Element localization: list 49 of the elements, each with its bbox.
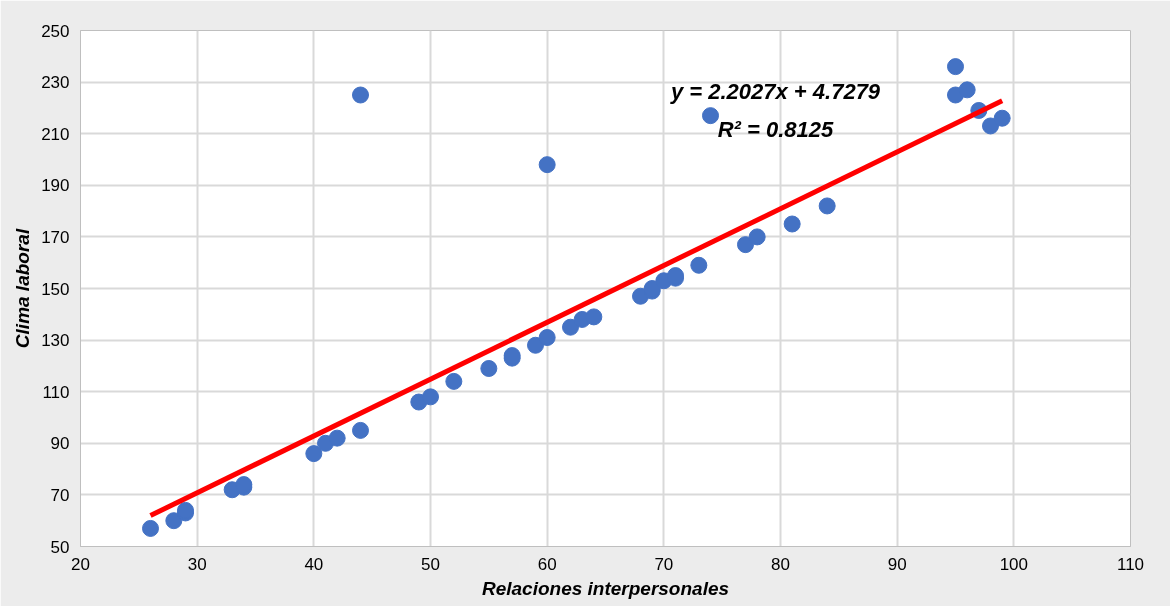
- point: [737, 236, 754, 254]
- y-tick-label: 250: [41, 21, 70, 41]
- point: [585, 308, 603, 326]
- point: [818, 197, 836, 215]
- point: [527, 336, 544, 354]
- x-tick-label: 50: [421, 554, 440, 574]
- point: [538, 329, 556, 346]
- point: [690, 256, 708, 274]
- y-tick-label: 50: [50, 537, 70, 557]
- x-tick-label: 100: [999, 554, 1029, 574]
- y-tick-label: 90: [50, 434, 70, 454]
- point: [165, 512, 183, 530]
- point: [562, 318, 579, 336]
- x-tick-label: 30: [187, 554, 207, 574]
- y-tick-label: 70: [50, 485, 70, 505]
- annotation: y = 2.2027x + 4.7279: [669, 79, 881, 104]
- y-tick-label: 110: [42, 382, 70, 402]
- point: [538, 156, 556, 174]
- y-tick-label: 130: [41, 331, 70, 351]
- point: [783, 215, 801, 233]
- point: [305, 445, 323, 463]
- x-tick-label: 70: [654, 554, 674, 574]
- point: [422, 388, 439, 406]
- x-tick-label: 90: [887, 554, 907, 574]
- point: [352, 421, 369, 439]
- point: [748, 228, 766, 246]
- point: [352, 86, 369, 104]
- point: [702, 107, 719, 125]
- x-tick-label: 110: [1116, 554, 1145, 574]
- y-tick-label: 210: [41, 124, 70, 144]
- y-tick-label: 170: [41, 227, 70, 247]
- point: [480, 360, 498, 377]
- point: [445, 372, 463, 390]
- point: [142, 519, 159, 537]
- x-tick-label: 60: [537, 554, 557, 574]
- x-axis-title: Relaciones interpersonales: [481, 577, 730, 599]
- point: [958, 81, 976, 99]
- x-tick-label: 20: [71, 554, 90, 574]
- x-tick-label: 80: [771, 554, 790, 574]
- annotation: R² = 0.8125: [717, 117, 835, 142]
- y-axis-title: Clima laboral: [12, 228, 34, 349]
- point: [982, 117, 999, 135]
- x-tick-label: 40: [304, 554, 324, 574]
- point: [993, 109, 1011, 127]
- y-tick-label: 150: [41, 279, 70, 299]
- point: [328, 429, 346, 447]
- y-tick-label: 190: [41, 176, 70, 196]
- y-tick-label: 230: [41, 73, 70, 93]
- point: [947, 58, 964, 76]
